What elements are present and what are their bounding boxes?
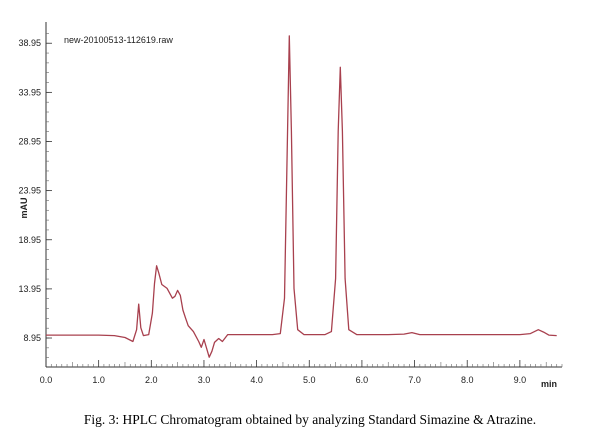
chart-ticks — [45, 33, 563, 367]
y-tick-label: 13.95 — [18, 284, 41, 294]
y-tick-label: 28.95 — [18, 136, 41, 146]
x-tick-label: 0.0 — [40, 375, 53, 385]
x-tick-label: 5.0 — [303, 375, 316, 385]
x-tick-label: 4.0 — [250, 375, 263, 385]
y-tick-label: 8.95 — [23, 333, 41, 343]
y-axis-title: mAU — [19, 197, 29, 218]
x-axis-title: min — [541, 379, 557, 389]
chromatogram-chart: 8.95 13.95 18.95 23.95 28.95 33.95 38.95 0.0 1.0… — [18, 22, 563, 389]
x-tick-label: 6.0 — [356, 375, 369, 385]
x-tick-label: 3.0 — [198, 375, 211, 385]
y-tick-label: 23.95 — [18, 186, 41, 196]
chromatogram-trace — [46, 35, 557, 358]
chart-tick-labels: 8.95 13.95 18.95 23.95 28.95 33.95 38.95 0.0 1.0… — [18, 38, 526, 385]
y-tick-label: 18.95 — [18, 235, 41, 245]
chart-axes — [45, 22, 562, 368]
y-tick-label: 33.95 — [18, 87, 41, 97]
y-tick-label: 38.95 — [18, 38, 41, 48]
x-tick-label: 8.0 — [461, 375, 474, 385]
chart-title: new-20100513-112619.raw — [64, 35, 173, 45]
figure-caption: Fig. 3: HPLC Chromatogram obtained by an… — [83, 412, 537, 427]
x-tick-label: 7.0 — [408, 375, 421, 385]
x-tick-label: 1.0 — [92, 375, 105, 385]
x-tick-label: 2.0 — [145, 375, 158, 385]
x-tick-label: 9.0 — [514, 375, 527, 385]
